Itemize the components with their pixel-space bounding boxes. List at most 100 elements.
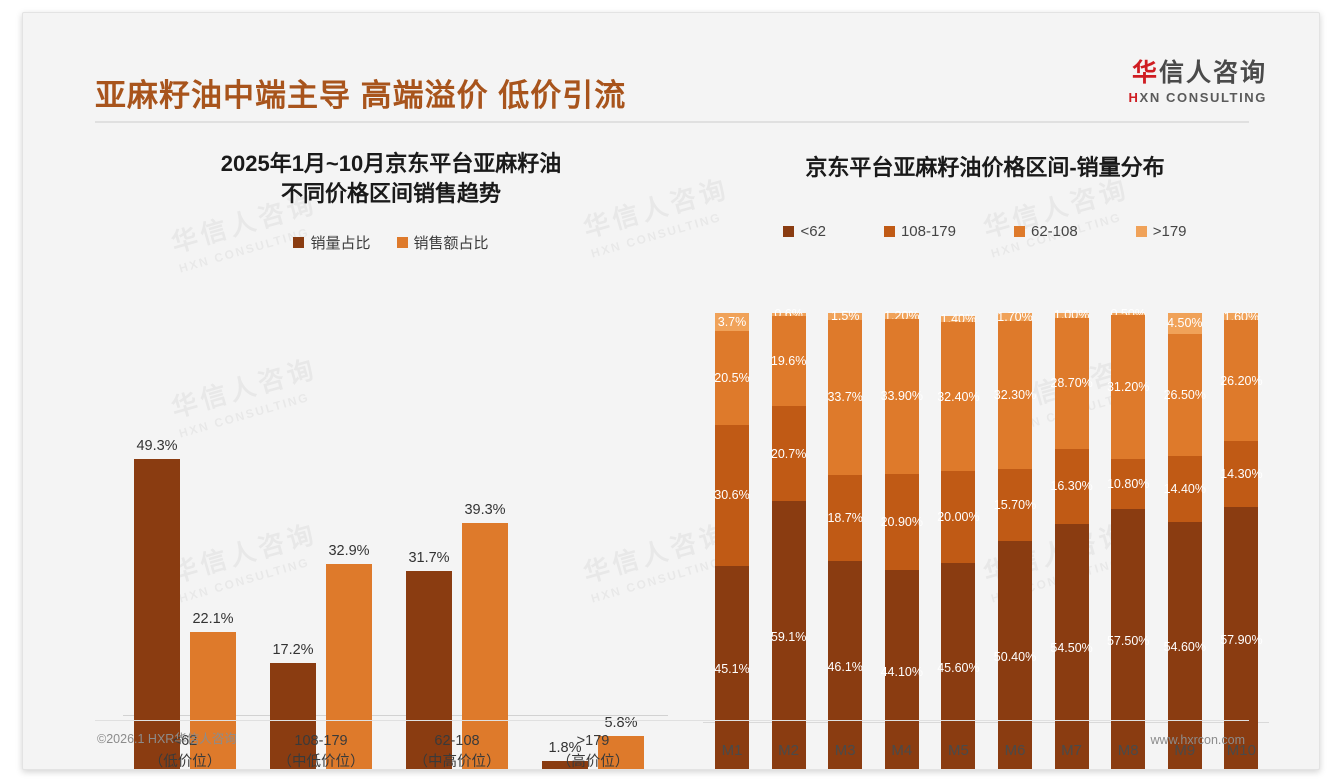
stack-segment[interactable]: 28.70% [1050, 317, 1093, 449]
x-axis-tick-label: M3 [834, 742, 856, 759]
x-axis-tick-label: M1 [721, 742, 743, 759]
stacked-bar-column[interactable]: 0.6% 19.6% 20.7% 59.1% [771, 307, 806, 769]
stack-segment[interactable]: 16.30% [1050, 448, 1093, 524]
legend-item-sales-volume[interactable]: 销量占比 [293, 232, 371, 253]
stack-segment[interactable]: 54.60% [1164, 521, 1206, 769]
segment-value-label: 45.60% [937, 661, 980, 676]
legend-item-lt62[interactable]: <62 [783, 223, 826, 241]
stack-segment[interactable]: 18.7% [827, 474, 863, 561]
segment-value-label: 32.40% [937, 389, 980, 404]
stacked-bar-column[interactable]: 1.00% 28.70% 16.30% 54.50% [1050, 308, 1093, 769]
stacked-bar-column[interactable]: 3.7% 20.5% 30.6% 45.1% [714, 313, 750, 769]
slide-header: 亚麻籽油中端主导 高端溢价 低价引流 华信人咨询 HXN CONSULTING [23, 13, 1319, 125]
legend-label: >179 [1152, 223, 1187, 241]
bar-value-label: 39.3% [464, 501, 506, 518]
stack-segment[interactable]: 19.6% [771, 315, 806, 406]
x-axis-line [703, 722, 1269, 723]
stack-segment[interactable]: 26.50% [1164, 333, 1206, 456]
bar-amount[interactable]: 39.3% [462, 502, 508, 769]
segment-value-label: 4.50% [1167, 316, 1203, 331]
stack-segment[interactable]: 33.90% [881, 318, 923, 475]
stack-segment[interactable]: 20.7% [771, 405, 806, 502]
bar-amount[interactable]: 32.9% [326, 543, 372, 769]
stack-segment[interactable]: 57.50% [1107, 508, 1149, 769]
legend-item-108-179[interactable]: 108-179 [883, 223, 956, 240]
bar-volume[interactable]: 1.8% [542, 740, 588, 769]
stacked-bar-column[interactable]: 1.70% 32.30% 15.70% 50.40% [994, 310, 1036, 769]
stack-segment[interactable]: 45.60% [937, 563, 980, 769]
legend-item-62-108[interactable]: 62-108 [1014, 223, 1078, 240]
stacked-bar-column[interactable]: 1.40% 32.40% 20.00% 45.60% [937, 312, 980, 769]
segment-value-label: 44.10% [880, 664, 923, 679]
bar-value-label: 49.3% [136, 438, 178, 455]
stack-segment[interactable]: 14.40% [1164, 455, 1206, 522]
bar-volume[interactable]: 17.2% [270, 642, 316, 769]
legend-swatch-icon [1014, 226, 1025, 238]
x-axis-tick-label: M6 [1004, 742, 1026, 759]
stack-segment[interactable]: 26.20% [1220, 320, 1263, 441]
stack-segment[interactable]: 3.7% [715, 313, 749, 331]
segment-value-label: 26.20% [1220, 373, 1263, 388]
x-axis-tick-label: M8 [1117, 742, 1139, 759]
bar-volume[interactable]: 31.7% [406, 550, 452, 769]
stack-segment[interactable]: 59.1% [771, 501, 806, 769]
stack-segment[interactable]: 30.6% [714, 424, 750, 566]
left-chart-panel: 2025年1月~10月京东平台亚麻籽油 不同价格区间销售趋势 销量占比 销售额占… [101, 135, 681, 769]
segment-value-label: 14.30% [1220, 466, 1263, 481]
stack-segment[interactable]: 10.80% [1107, 458, 1149, 509]
stack-segment[interactable]: 50.40% [994, 541, 1036, 769]
stack-segment[interactable]: 1.70% [997, 310, 1032, 324]
bar-amount[interactable]: 5.8% [598, 715, 644, 769]
stack-segment[interactable]: 31.20% [1107, 315, 1149, 459]
segment-value-label: 54.60% [1163, 640, 1206, 655]
bar-group: 49.3% 22.1% [123, 343, 247, 769]
stacked-bar-column[interactable]: 1.5% 33.7% 18.7% 46.1% [827, 309, 863, 769]
segment-value-label: 32.30% [993, 388, 1037, 403]
stack-segment[interactable]: 54.50% [1050, 523, 1093, 769]
bar-group: 17.2% 32.9% [259, 343, 383, 769]
segment-value-label: 31.20% [1106, 380, 1150, 395]
stack-segment[interactable]: 57.90% [1220, 506, 1263, 769]
segment-value-label: 50.40% [993, 650, 1037, 665]
stack-segment[interactable]: 20.90% [881, 474, 923, 571]
stack-segment[interactable]: 33.7% [827, 319, 863, 475]
stack-segment[interactable]: 15.70% [994, 469, 1036, 542]
footer-divider [95, 720, 1249, 721]
bar-amount[interactable]: 22.1% [190, 611, 236, 769]
stack-segment[interactable]: 32.30% [994, 320, 1036, 470]
x-axis-tick-label: M7 [1061, 742, 1083, 759]
right-chart-panel: 京东平台亚麻籽油价格区间-销量分布 <62 108-179 62-108 >17… [695, 135, 1275, 769]
legend-item-gt179[interactable]: >179 [1135, 223, 1187, 241]
legend-swatch-icon [396, 236, 408, 248]
stack-segment[interactable]: 46.1% [827, 560, 863, 769]
stack-segment[interactable]: 20.00% [937, 471, 980, 564]
logo-chinese: 华信人咨询 [1131, 59, 1267, 87]
bar-value-label: 32.9% [328, 542, 370, 559]
stack-segment[interactable]: 20.5% [714, 330, 750, 425]
legend-label: 销售额占比 [413, 234, 489, 252]
stack-segment[interactable]: 1.5% [828, 309, 863, 323]
x-axis-line [123, 715, 668, 716]
stack-segment[interactable]: 14.30% [1220, 440, 1263, 507]
segment-value-label: 14.40% [1163, 481, 1206, 496]
bar-group: 1.8% 5.8% [531, 343, 655, 769]
segment-value-label: 54.50% [1050, 641, 1093, 656]
segment-value-label: 57.90% [1220, 632, 1263, 647]
segment-value-label: 18.7% [827, 510, 863, 525]
stacked-bar-column[interactable]: 0.50% 31.20% 10.80% 57.50% [1107, 307, 1149, 769]
footer-copyright: ©2026.1 HXR华信人咨询 [97, 732, 237, 746]
stacked-bar-column[interactable]: 4.50% 26.50% 14.40% 54.60% [1164, 313, 1206, 769]
segment-value-label: 20.00% [937, 510, 980, 525]
stacked-bar-column[interactable]: 1.60% 26.20% 14.30% 57.90% [1220, 310, 1263, 769]
stack-segment[interactable]: 45.1% [714, 565, 750, 769]
legend-item-sales-amount[interactable]: 销售额占比 [396, 232, 489, 253]
stacked-bar-column[interactable]: 1.20% 33.90% 20.90% 44.10% [881, 309, 923, 769]
legend-label: <62 [800, 223, 826, 241]
header-divider [95, 121, 1249, 123]
stack-segment[interactable]: 44.10% [881, 570, 923, 769]
stack-segment[interactable]: 4.50% [1167, 313, 1203, 334]
stack-segment[interactable]: 1.60% [1224, 310, 1259, 324]
bar-volume[interactable]: 49.3% [134, 438, 180, 769]
bar-value-label: 22.1% [192, 611, 234, 628]
stack-segment[interactable]: 32.40% [937, 322, 980, 472]
